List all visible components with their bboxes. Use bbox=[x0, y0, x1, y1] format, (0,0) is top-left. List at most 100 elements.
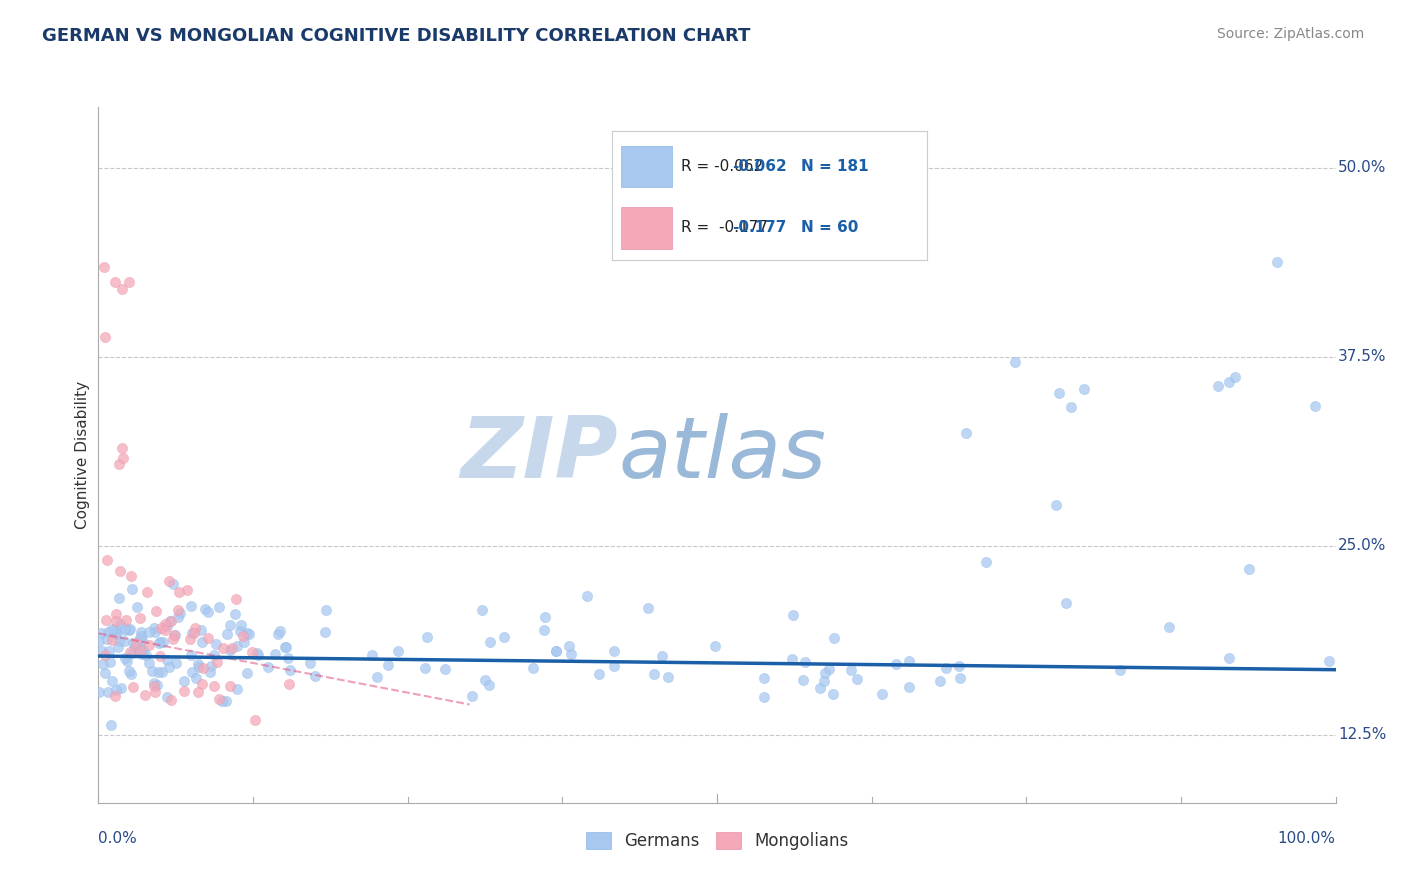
Point bbox=[522, 661, 544, 675]
Point bbox=[845, 673, 868, 687]
Point bbox=[377, 658, 399, 673]
Point bbox=[114, 621, 136, 635]
Point bbox=[361, 648, 384, 662]
Point bbox=[148, 636, 170, 650]
Point bbox=[118, 665, 141, 679]
Point bbox=[149, 621, 172, 635]
Point bbox=[153, 623, 176, 637]
Point bbox=[238, 627, 260, 641]
Point bbox=[188, 659, 211, 673]
Point bbox=[215, 694, 238, 708]
Point bbox=[202, 648, 225, 662]
Point bbox=[229, 624, 252, 639]
Point bbox=[387, 643, 409, 657]
Point bbox=[315, 602, 337, 616]
Point bbox=[752, 690, 775, 704]
Point bbox=[1060, 400, 1083, 414]
Point bbox=[492, 630, 515, 644]
Point bbox=[104, 626, 127, 640]
Point bbox=[225, 592, 247, 607]
Point bbox=[191, 677, 214, 691]
Point bbox=[100, 717, 122, 731]
Point bbox=[129, 631, 152, 645]
Point bbox=[115, 654, 138, 668]
Point bbox=[267, 627, 290, 641]
Point bbox=[1047, 386, 1070, 401]
Point bbox=[120, 622, 142, 636]
Point bbox=[202, 679, 225, 693]
Point bbox=[114, 623, 136, 637]
Point bbox=[212, 641, 235, 656]
Point bbox=[122, 680, 145, 694]
Point bbox=[273, 640, 295, 654]
Point bbox=[818, 662, 841, 676]
Point bbox=[808, 681, 831, 696]
Point bbox=[782, 608, 804, 623]
Point bbox=[128, 643, 150, 657]
Point bbox=[1004, 355, 1026, 369]
Point bbox=[110, 681, 132, 695]
Point bbox=[129, 624, 152, 639]
Point bbox=[108, 564, 131, 578]
Point bbox=[416, 630, 439, 644]
Point bbox=[163, 627, 186, 641]
Point bbox=[190, 623, 212, 637]
Point bbox=[118, 623, 141, 637]
Point bbox=[197, 605, 219, 619]
Point bbox=[949, 671, 972, 685]
Point bbox=[94, 648, 117, 662]
Point bbox=[1303, 399, 1326, 413]
Point bbox=[93, 260, 115, 275]
Point bbox=[478, 678, 501, 692]
Point bbox=[180, 625, 202, 640]
Point bbox=[1218, 651, 1240, 665]
Point bbox=[1045, 498, 1067, 512]
Point bbox=[131, 632, 153, 647]
Point bbox=[111, 451, 134, 466]
Point bbox=[132, 642, 155, 657]
Point bbox=[184, 621, 207, 635]
Point bbox=[433, 662, 456, 676]
Point bbox=[269, 624, 291, 639]
Point bbox=[156, 690, 179, 704]
Point bbox=[194, 602, 217, 616]
Point bbox=[173, 673, 195, 688]
Point bbox=[752, 671, 775, 685]
Point bbox=[1073, 382, 1095, 396]
Point bbox=[478, 635, 501, 649]
Point bbox=[162, 632, 184, 646]
Point bbox=[841, 664, 863, 678]
Point bbox=[167, 609, 190, 624]
Point bbox=[897, 681, 920, 695]
Point bbox=[142, 676, 165, 690]
Point bbox=[149, 648, 172, 663]
Point bbox=[90, 626, 112, 640]
Point bbox=[588, 667, 610, 681]
Text: 37.5%: 37.5% bbox=[1339, 349, 1386, 364]
Point bbox=[415, 660, 437, 674]
Point bbox=[897, 654, 920, 668]
Point bbox=[603, 659, 626, 673]
Point bbox=[236, 626, 259, 640]
Point bbox=[128, 640, 150, 654]
Point bbox=[928, 673, 950, 688]
Point bbox=[546, 644, 568, 658]
Point bbox=[240, 645, 263, 659]
Point bbox=[245, 713, 267, 727]
Point bbox=[143, 679, 166, 693]
Point bbox=[955, 426, 977, 441]
Point bbox=[1218, 375, 1240, 389]
Text: Source: ZipAtlas.com: Source: ZipAtlas.com bbox=[1216, 27, 1364, 41]
Point bbox=[107, 457, 129, 471]
Point bbox=[107, 640, 129, 655]
Point bbox=[232, 635, 254, 649]
Point bbox=[651, 649, 673, 664]
Point bbox=[131, 648, 153, 662]
Point bbox=[219, 643, 242, 657]
Point bbox=[198, 665, 221, 680]
Point bbox=[146, 665, 169, 679]
Point bbox=[135, 648, 157, 663]
Point bbox=[138, 638, 160, 652]
Point bbox=[112, 634, 135, 648]
Point bbox=[98, 644, 121, 658]
